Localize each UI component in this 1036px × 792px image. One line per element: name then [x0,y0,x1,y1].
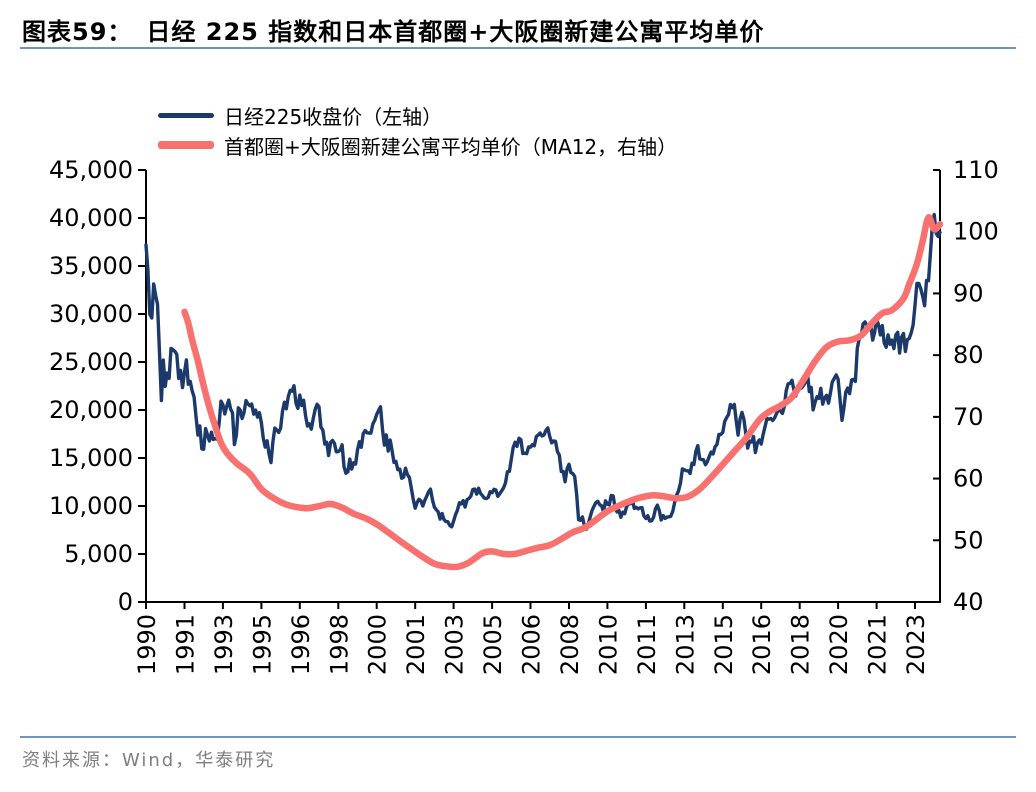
left-axis-tick-label: 30,000 [49,300,133,328]
right-axis-tick-label: 40 [953,588,984,616]
x-axis-tick-label: 1990 [133,614,161,675]
left-axis-tick-label: 0 [118,588,133,616]
left-axis-tick-label: 45,000 [49,156,133,184]
legend-label-apartment: 首都圈+大阪圈新建公寓平均单价（MA12，右轴） [224,134,678,159]
left-axis-tick-label: 15,000 [49,444,133,472]
left-axis-tick-label: 5,000 [64,540,133,568]
right-axis-tick-label: 100 [953,218,999,246]
figure-header: 图表59： 日经 225 指数和日本首都圈+大阪圈新建公寓平均单价 [22,12,764,47]
left-axis-tick-label: 10,000 [49,492,133,520]
x-axis-tick-label: 2010 [594,614,622,675]
legend: 日经225收盘价（左轴） 首都圈+大阪圈新建公寓平均单价（MA12，右轴） [158,100,677,160]
x-axis-tick-label: 2016 [748,614,776,675]
x-axis-tick-label: 1998 [325,614,353,675]
x-axis-tick-label: 2015 [710,614,738,675]
x-axis-tick-label: 2003 [441,614,469,675]
x-axis-tick-label: 2000 [364,614,392,675]
x-axis-tick-label: 2008 [556,614,584,675]
x-axis-tick-label: 2005 [479,614,507,675]
legend-item-apartment: 首都圈+大阪圈新建公寓平均单价（MA12，右轴） [158,130,677,160]
axes-frame [145,170,941,603]
left-axis-tick-label: 20,000 [49,396,133,424]
right-axis-tick-label: 110 [953,156,999,184]
legend-label-nikkei: 日经225收盘价（左轴） [224,104,443,129]
right-axis-tick-label: 60 [953,465,984,493]
x-axis-tick-label: 1995 [248,614,276,675]
x-axis-tick-label: 2021 [864,614,892,675]
x-axis-tick-label: 2018 [787,614,815,675]
nikkei-line-swatch [158,112,214,118]
right-axis-tick-label: 80 [953,341,984,369]
left-axis-tick-label: 40,000 [49,204,133,232]
left-axis-tick-label: 25,000 [49,348,133,376]
x-axis-tick-label: 2013 [671,614,699,675]
apartment-series-line [181,214,944,571]
x-axis-tick-label: 1993 [210,614,238,675]
legend-item-nikkei: 日经225收盘价（左轴） [158,100,677,130]
x-axis-tick-label: 2001 [402,614,430,675]
nikkei-series-line [144,212,942,531]
x-axis-tick-label: 2020 [825,614,853,675]
right-axis-tick-label: 50 [953,526,984,554]
title-rule [20,47,1016,49]
footer-rule [20,736,1016,738]
apartment-line-swatch [158,141,214,149]
x-axis-tick-label: 2011 [633,614,661,675]
x-axis-tick-label: 1996 [287,614,315,675]
right-axis-tick-label: 70 [953,403,984,431]
source-note: 资料来源：Wind，华泰研究 [22,750,276,771]
left-axis-tick-label: 35,000 [49,252,133,280]
x-axis-tick-label: 1991 [172,614,200,675]
x-axis-tick-label: 2023 [902,614,930,675]
page-title: 日经 225 指数和日本首都圈+大阪圈新建公寓平均单价 [146,18,765,46]
figure-label: 图表59： [22,18,133,46]
right-axis-tick-label: 90 [953,279,984,307]
x-axis-tick-label: 2006 [518,614,546,675]
